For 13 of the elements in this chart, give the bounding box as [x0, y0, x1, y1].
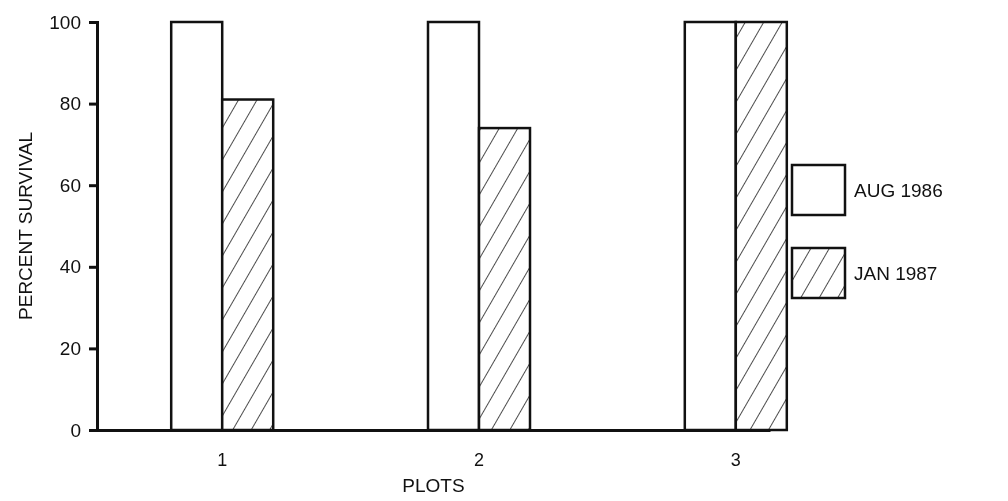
y-tick-label: 100 — [49, 11, 81, 33]
y-tick-label: 20 — [59, 337, 81, 359]
x-tick-label: 1 — [217, 449, 228, 470]
text: JAN 1987 — [854, 262, 938, 284]
y-tick-label: 80 — [59, 93, 81, 115]
x-tick-label: 2 — [473, 449, 485, 470]
x-tick-label: 3 — [730, 449, 741, 470]
y-tick-label: 60 — [59, 174, 81, 196]
text: AUG 1986 — [854, 179, 943, 201]
x-axis-title: PLOTS — [402, 475, 465, 496]
y-axis-title: PERCENT SURVIVAL — [15, 132, 36, 320]
y-tick-label: 0 — [70, 419, 81, 441]
y-tick-label: 40 — [59, 256, 81, 278]
